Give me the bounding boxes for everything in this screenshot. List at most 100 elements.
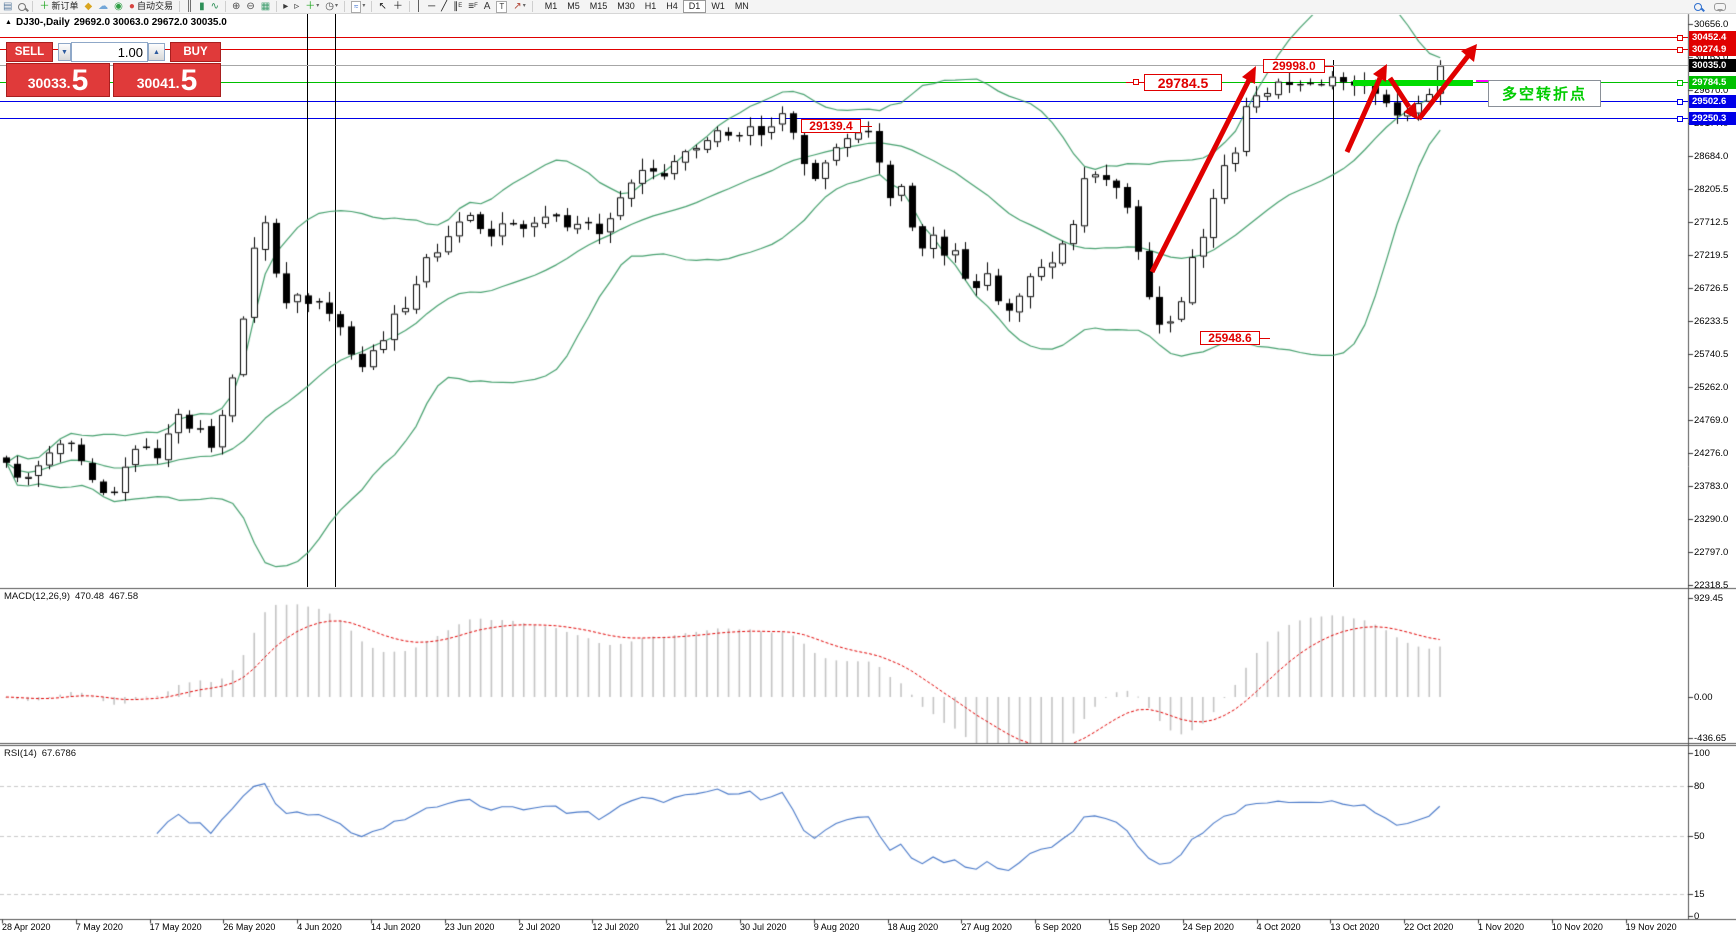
timeframe-MN[interactable]: MN <box>734 1 749 11</box>
timeframe-M30[interactable]: M30 <box>617 1 635 11</box>
line-chart-icon: ∿ <box>210 0 219 12</box>
price-annotation-25948[interactable]: 25948.6 <box>1200 331 1260 345</box>
chart-shift-icon[interactable]: ▹ <box>291 0 302 13</box>
bar-chart-icon[interactable]: ║ <box>183 0 196 13</box>
hline-marker <box>1677 79 1683 86</box>
indicators-add-icon[interactable]: ＋ ▾ <box>302 0 322 13</box>
toolbar-right <box>1694 2 1736 12</box>
label-icon[interactable]: T <box>493 0 510 13</box>
timeframe-M15[interactable]: M15 <box>589 1 608 11</box>
support-zone-bar[interactable] <box>1353 80 1473 86</box>
date-label: 30 Jul 2020 <box>740 922 787 932</box>
price-tick-label: 30163.0 <box>1694 52 1729 63</box>
date-label: 18 Aug 2020 <box>887 922 939 932</box>
price-tick-label: 24769.0 <box>1694 415 1729 426</box>
timeframe-M5[interactable]: M5 <box>567 1 580 11</box>
sell-button[interactable]: SELL <box>6 42 53 62</box>
chat-icon[interactable] <box>1714 2 1726 12</box>
collapse-panel-icon[interactable]: ▲ <box>5 19 12 26</box>
macd-label: MACD(12,26,9) 470.48 467.58 <box>4 591 138 602</box>
arrows-icon: ↗ <box>513 0 522 12</box>
date-label: 2 Jul 2020 <box>518 922 561 932</box>
date-label: 4 Jun 2020 <box>297 922 342 932</box>
fibonacci-icon[interactable]: ≡ F <box>468 0 478 12</box>
trendline-icon[interactable]: ╱ <box>438 0 450 13</box>
vline-icon[interactable]: │ <box>413 0 425 13</box>
volume-input[interactable] <box>71 42 148 62</box>
volume-increase-button[interactable]: ▲ <box>148 43 165 61</box>
macd-scale-label: -436.65 <box>1694 733 1727 744</box>
autoscroll-icon[interactable]: ▸ <box>280 0 291 13</box>
timeframe-H4[interactable]: H4 <box>666 1 678 11</box>
macd-main-value: 470.48 <box>75 591 105 602</box>
periods-icon: ◷ <box>325 0 335 12</box>
zoom-in-icon[interactable]: ⊕ <box>229 0 243 13</box>
gold-icon[interactable]: ◆ <box>81 0 95 13</box>
hline-marker <box>1677 98 1683 105</box>
price-tick-label: 25262.0 <box>1694 382 1729 393</box>
channel-icon[interactable]: ∥ E <box>453 0 463 12</box>
rsi-scale-label: 50 <box>1694 831 1705 842</box>
ohlc-values: 29692.0 30063.0 29672.0 30035.0 <box>73 17 227 28</box>
zoom-out-icon: ⊖ <box>246 0 255 12</box>
timeframe-W1[interactable]: W1 <box>711 1 725 11</box>
timeframe-M1[interactable]: M1 <box>544 1 558 11</box>
volume-decrease-button[interactable]: ▼ <box>58 43 71 61</box>
price-tag-29502.6: 29502.6 <box>1689 95 1736 109</box>
price-annotation-29139[interactable]: 29139.4 <box>801 119 861 133</box>
price-tag-29784.5: 29784.5 <box>1689 76 1736 90</box>
price-tick-label: 23783.0 <box>1694 481 1729 492</box>
sell-price-button[interactable]: 30033. 5 <box>6 63 110 97</box>
one-click-trading-panel: SELL ▼ ▲ BUY 30033.5 30041.5 <box>6 41 221 97</box>
buy-price-button[interactable]: 30041. 5 <box>113 63 221 97</box>
new-order-button[interactable]: ＋新订单 <box>36 0 81 13</box>
timeframe-H1[interactable]: H1 <box>644 1 657 11</box>
price-tag-30274.9: 30274.9 <box>1689 43 1736 57</box>
crosshair-icon[interactable]: ＋ <box>390 0 406 13</box>
cursor-icon[interactable]: ↖ <box>375 0 389 13</box>
timeframe-D1[interactable]: D1 <box>682 0 707 13</box>
search-icon[interactable] <box>1694 2 1702 11</box>
templates-icon[interactable]: ≈ ▾ <box>348 0 368 13</box>
signals-icon[interactable]: ◉ <box>111 0 126 13</box>
buy-price-main: 30041 <box>136 75 176 91</box>
chart-list-icon[interactable]: ▤ <box>0 0 15 13</box>
hline-marker <box>1677 34 1683 41</box>
tile-windows-icon: ▦ <box>260 0 271 12</box>
macd-name: MACD(12,26,9) <box>4 591 70 602</box>
new-order-button: ＋ <box>39 0 50 12</box>
date-label: 22 Oct 2020 <box>1404 922 1454 932</box>
hline-marker <box>1677 115 1683 122</box>
text-icon[interactable]: A <box>481 0 494 13</box>
toolbar-separator <box>408 1 410 12</box>
line-chart-icon[interactable]: ∿ <box>208 0 222 13</box>
buy-price-point: . <box>175 75 180 91</box>
chart-list-icon: ▤ <box>3 0 13 12</box>
tile-windows-icon[interactable]: ▦ <box>258 0 273 13</box>
date-label: 1 Nov 2020 <box>1478 922 1525 932</box>
date-label: 4 Oct 2020 <box>1256 922 1301 932</box>
periods-icon[interactable]: ◷ ▾ <box>322 0 341 13</box>
price-tick-label: 29670.0 <box>1694 85 1729 96</box>
crosshair-icon: ＋ <box>392 0 403 12</box>
zoom-out-icon[interactable]: ⊖ <box>243 0 257 13</box>
chevron-down-icon: ▾ <box>362 3 366 9</box>
rsi-label: RSI(14) 67.6786 <box>4 748 76 759</box>
price-annotation-29784[interactable]: 29784.5 <box>1144 74 1222 91</box>
preview-icon[interactable] <box>15 0 29 13</box>
turning-point-note[interactable]: 多空转折点 <box>1488 80 1601 107</box>
arrows-icon[interactable]: ↗ ▾ <box>510 0 528 13</box>
caret-down-icon: ▼ <box>61 48 68 56</box>
annotation-leader <box>1325 66 1334 67</box>
price-annotation-29998[interactable]: 29998.0 <box>1263 59 1325 73</box>
buy-button[interactable]: BUY <box>170 42 221 62</box>
price-tick-label: 23290.0 <box>1694 514 1729 525</box>
toolbar-separator <box>371 1 373 12</box>
candle-chart-icon[interactable]: ▮ <box>196 0 208 13</box>
hline-icon[interactable]: ─ <box>425 0 438 13</box>
cloud-icon[interactable]: ☁ <box>95 0 111 13</box>
signals-icon: ◉ <box>114 0 123 12</box>
autotrading-button[interactable]: ● 自动交易 <box>126 0 176 13</box>
rsi-scale-label: 0 <box>1694 911 1700 922</box>
